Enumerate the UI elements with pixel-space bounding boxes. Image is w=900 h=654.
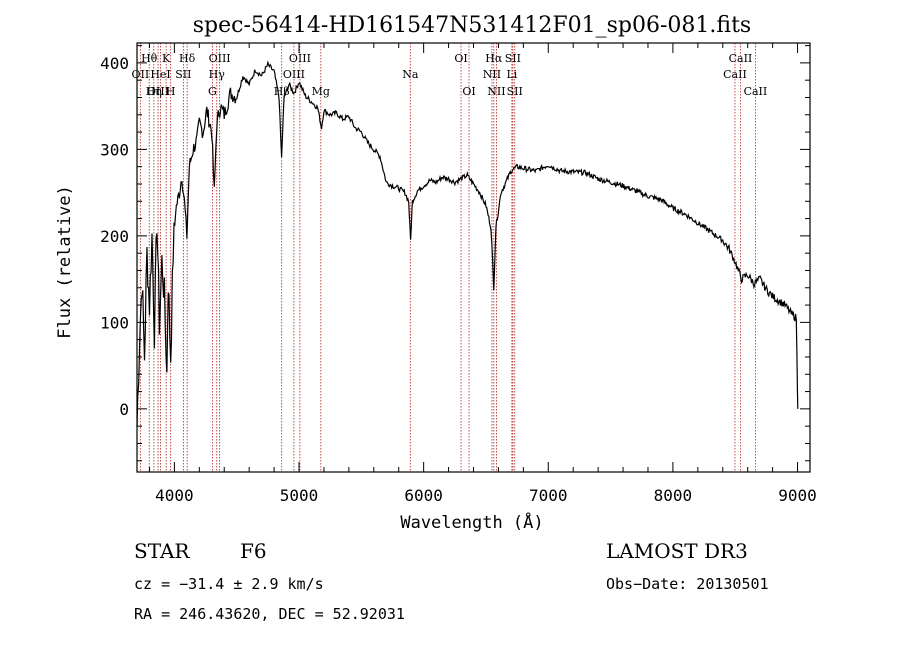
x-tick-label-2: 6000 <box>404 486 443 505</box>
line-label-1: OII <box>132 68 150 81</box>
redshift-cz: cz = −31.4 ± 2.9 km/s <box>134 575 324 593</box>
x-axis-title: Wavelength (Å) <box>400 511 543 533</box>
line-label-6: H <box>166 85 176 98</box>
line-label-10: Hγ <box>209 68 226 81</box>
line-label-12: OIII <box>289 52 311 65</box>
spectral-subclass: F6 <box>240 539 267 563</box>
line-label-22: Li <box>506 68 517 81</box>
line-label-19: Hα <box>485 52 503 65</box>
spectrum-series-line <box>136 60 799 427</box>
line-label-11: G <box>208 85 217 98</box>
line-label-8: SII <box>175 68 191 81</box>
line-label-14: Hβ <box>274 85 290 98</box>
line-label-2: OIII <box>147 85 169 98</box>
x-tick-label-4: 8000 <box>654 486 693 505</box>
y-tick-label-4: 400 <box>100 54 129 73</box>
line-label-4: HeI <box>150 68 170 81</box>
line-label-26: CaII <box>723 68 747 81</box>
y-tick-label-2: 200 <box>100 227 129 246</box>
survey-name: LAMOST DR3 <box>606 539 748 563</box>
line-label-21: NII <box>483 68 501 81</box>
line-label-7: Hδ <box>179 52 196 65</box>
line-label-24: SII <box>507 85 523 98</box>
x-tick-label-5: 9000 <box>778 486 817 505</box>
coordinates: RA = 246.43620, DEC = 52.92031 <box>134 605 405 623</box>
object-type: STAR <box>134 539 190 563</box>
line-label-0: Hθ <box>141 52 158 65</box>
axis-ticks: 4000 5000 6000 7000 8000 9000 0 100 200 300 400 <box>100 43 817 505</box>
line-label-5: Hη <box>146 85 162 98</box>
line-label-18: OI <box>462 85 475 98</box>
chart-title: spec-56414-HD161547N531412F01_sp06-081.f… <box>193 13 751 38</box>
line-label-16: Na <box>402 68 419 81</box>
line-label-23: NII <box>487 85 505 98</box>
x-tick-label-0: 4000 <box>155 486 194 505</box>
y-tick-label-0: 0 <box>119 400 129 419</box>
x-tick-label-3: 7000 <box>529 486 568 505</box>
line-label-25: CaII <box>729 52 753 65</box>
y-axis-title: Flux (relative) <box>55 185 75 339</box>
line-label-15: Mg <box>312 85 330 98</box>
line-label-27: CaII <box>744 85 768 98</box>
y-tick-label-3: 300 <box>100 140 129 159</box>
line-label-9: OIII <box>209 52 231 65</box>
line-label-17: OI <box>454 52 467 65</box>
x-tick-label-1: 5000 <box>280 486 319 505</box>
line-label-13: OIII <box>283 68 305 81</box>
y-tick-label-1: 100 <box>100 313 129 332</box>
spectral-line-labels: Hθ OII OIII K HeI Hη H Hδ SII OIII Hγ G OIII OIII Hβ Mg… <box>132 52 768 98</box>
observation-date: Obs−Date: 20130501 <box>606 575 769 593</box>
spectral-line-markers <box>139 43 756 472</box>
plot-frame <box>136 42 811 473</box>
line-label-3: K <box>162 52 171 65</box>
line-label-20: SII <box>505 52 521 65</box>
